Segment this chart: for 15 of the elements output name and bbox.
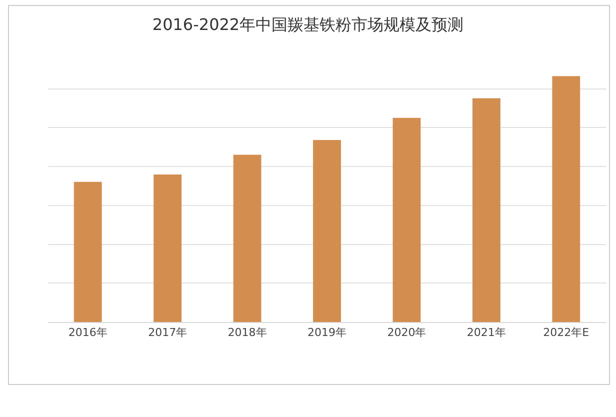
x-tick-label: 2021年 [466, 326, 506, 340]
bar [313, 140, 341, 322]
x-tick-label: 2022年E [543, 326, 590, 340]
bar [472, 98, 500, 322]
bar [552, 76, 580, 322]
x-tick-label: 2017年 [148, 326, 188, 340]
bar [392, 118, 421, 322]
x-tick-label: 2016年 [68, 326, 108, 340]
bar [233, 154, 262, 322]
chart-title: 2016-2022年中国羰基铁粉市场规模及预测 [152, 14, 464, 34]
x-tick-label: 2019年 [308, 326, 346, 340]
x-tick-label: 2020年 [387, 326, 426, 340]
x-tick-label: 2018年 [228, 326, 267, 340]
bar [154, 174, 182, 322]
bar [74, 182, 102, 322]
